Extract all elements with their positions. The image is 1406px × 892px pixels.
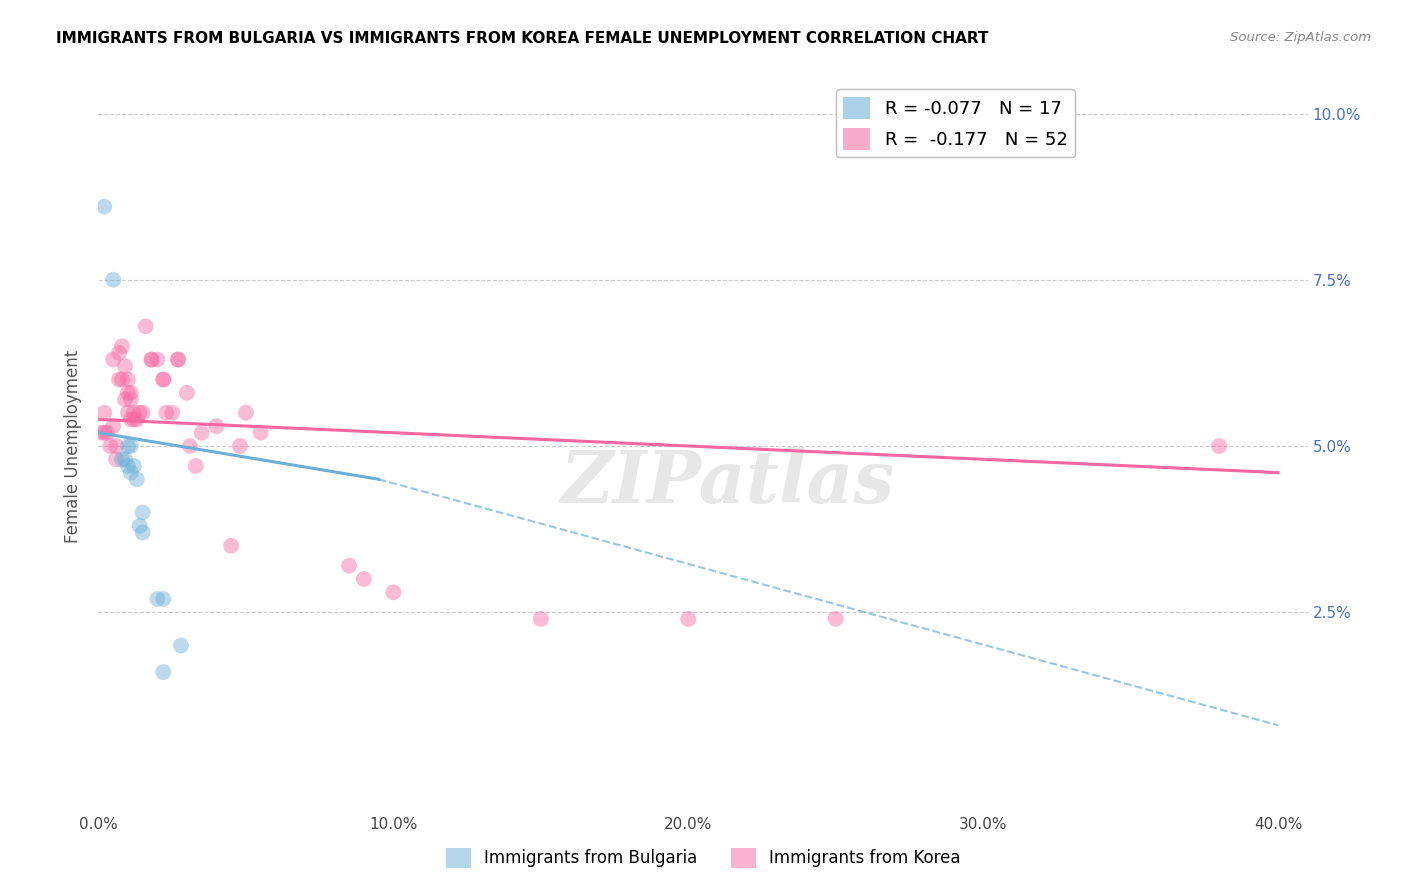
Point <box>111 339 134 353</box>
Point <box>98 439 121 453</box>
Point <box>190 425 212 440</box>
Point <box>1208 439 1230 453</box>
Point <box>111 372 134 386</box>
Point <box>93 425 115 440</box>
Point <box>122 412 145 426</box>
Point <box>353 572 375 586</box>
Point <box>125 472 148 486</box>
Point <box>131 406 153 420</box>
Point <box>108 372 131 386</box>
Point <box>678 612 700 626</box>
Point <box>128 406 150 420</box>
Point <box>337 558 360 573</box>
Point <box>105 452 128 467</box>
Point <box>120 439 142 453</box>
Point <box>96 425 118 440</box>
Point <box>122 406 145 420</box>
Legend: Immigrants from Bulgaria, Immigrants from Korea: Immigrants from Bulgaria, Immigrants fro… <box>439 841 967 875</box>
Point <box>101 273 124 287</box>
Legend: R = -0.077   N = 17, R =  -0.177   N = 52: R = -0.077 N = 17, R = -0.177 N = 52 <box>837 89 1074 157</box>
Point <box>101 352 124 367</box>
Point <box>131 525 153 540</box>
Point <box>135 319 157 334</box>
Point <box>170 639 193 653</box>
Point <box>824 612 846 626</box>
Point <box>117 372 139 386</box>
Point <box>120 412 142 426</box>
Point <box>93 406 115 420</box>
Point <box>125 412 148 426</box>
Point <box>101 419 124 434</box>
Point <box>141 352 163 367</box>
Point <box>117 385 139 400</box>
Point <box>160 406 183 420</box>
Point <box>90 425 112 440</box>
Point <box>105 439 128 453</box>
Text: Source: ZipAtlas.com: Source: ZipAtlas.com <box>1230 31 1371 45</box>
Point <box>120 385 142 400</box>
Point <box>152 372 174 386</box>
Point <box>530 612 553 626</box>
Point <box>176 385 198 400</box>
Point <box>219 539 242 553</box>
Point <box>108 346 131 360</box>
Point <box>117 458 139 473</box>
Point <box>152 591 174 606</box>
Point <box>155 406 177 420</box>
Point <box>382 585 405 599</box>
Point <box>235 406 257 420</box>
Point <box>120 466 142 480</box>
Point <box>152 665 174 679</box>
Point <box>184 458 207 473</box>
Point <box>249 425 271 440</box>
Y-axis label: Female Unemployment: Female Unemployment <box>65 350 83 542</box>
Point <box>93 200 115 214</box>
Point <box>131 506 153 520</box>
Point <box>117 439 139 453</box>
Point <box>114 392 136 407</box>
Point <box>146 591 169 606</box>
Point <box>179 439 201 453</box>
Point <box>114 452 136 467</box>
Point <box>229 439 252 453</box>
Point <box>122 458 145 473</box>
Point <box>205 419 228 434</box>
Point <box>152 372 174 386</box>
Point <box>167 352 190 367</box>
Text: ZIPatlas: ZIPatlas <box>560 447 894 518</box>
Point <box>111 452 134 467</box>
Point <box>114 359 136 374</box>
Point <box>146 352 169 367</box>
Point <box>117 406 139 420</box>
Point <box>120 392 142 407</box>
Text: IMMIGRANTS FROM BULGARIA VS IMMIGRANTS FROM KOREA FEMALE UNEMPLOYMENT CORRELATIO: IMMIGRANTS FROM BULGARIA VS IMMIGRANTS F… <box>56 31 988 46</box>
Point <box>167 352 190 367</box>
Point <box>128 518 150 533</box>
Point <box>141 352 163 367</box>
